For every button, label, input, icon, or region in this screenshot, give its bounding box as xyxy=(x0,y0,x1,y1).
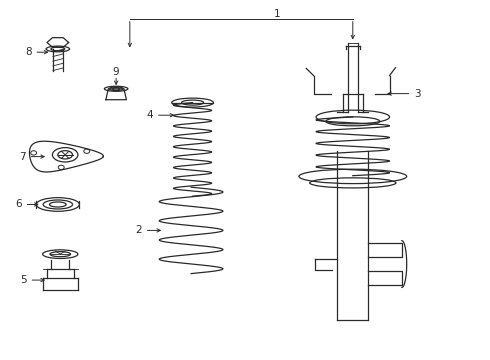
Text: 3: 3 xyxy=(414,89,421,99)
Text: 1: 1 xyxy=(273,9,280,19)
Text: 2: 2 xyxy=(135,225,142,235)
Text: 7: 7 xyxy=(19,152,26,162)
Text: 5: 5 xyxy=(20,275,27,285)
Text: 8: 8 xyxy=(25,47,32,57)
Text: 6: 6 xyxy=(15,199,22,210)
Text: 4: 4 xyxy=(146,110,153,120)
Text: 9: 9 xyxy=(113,67,120,77)
